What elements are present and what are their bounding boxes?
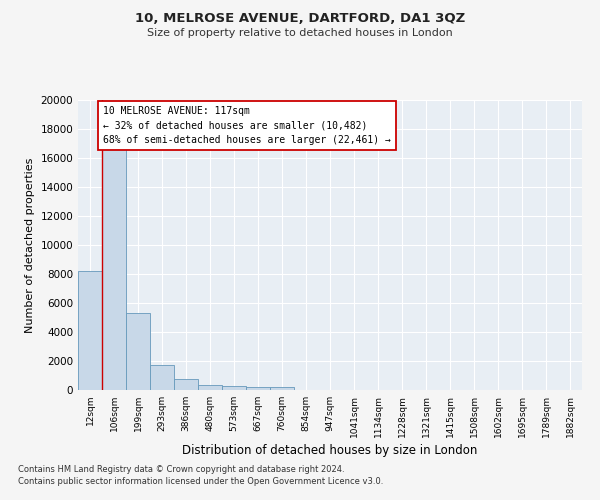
Text: 10, MELROSE AVENUE, DARTFORD, DA1 3QZ: 10, MELROSE AVENUE, DARTFORD, DA1 3QZ (135, 12, 465, 26)
Text: Contains HM Land Registry data © Crown copyright and database right 2024.: Contains HM Land Registry data © Crown c… (18, 466, 344, 474)
Y-axis label: Number of detached properties: Number of detached properties (25, 158, 35, 332)
Text: Size of property relative to detached houses in London: Size of property relative to detached ho… (147, 28, 453, 38)
Bar (174, 379, 198, 390)
Bar (246, 387, 270, 390)
Text: Contains public sector information licensed under the Open Government Licence v3: Contains public sector information licen… (18, 477, 383, 486)
Bar (126, 313, 150, 390)
Text: 10 MELROSE AVENUE: 117sqm
← 32% of detached houses are smaller (10,482)
68% of s: 10 MELROSE AVENUE: 117sqm ← 32% of detac… (103, 106, 391, 146)
Bar (222, 386, 246, 390)
Bar (78, 271, 102, 390)
Bar (198, 385, 222, 390)
Bar (270, 388, 294, 390)
X-axis label: Distribution of detached houses by size in London: Distribution of detached houses by size … (182, 444, 478, 457)
Bar (150, 364, 174, 390)
Bar (102, 148, 126, 390)
